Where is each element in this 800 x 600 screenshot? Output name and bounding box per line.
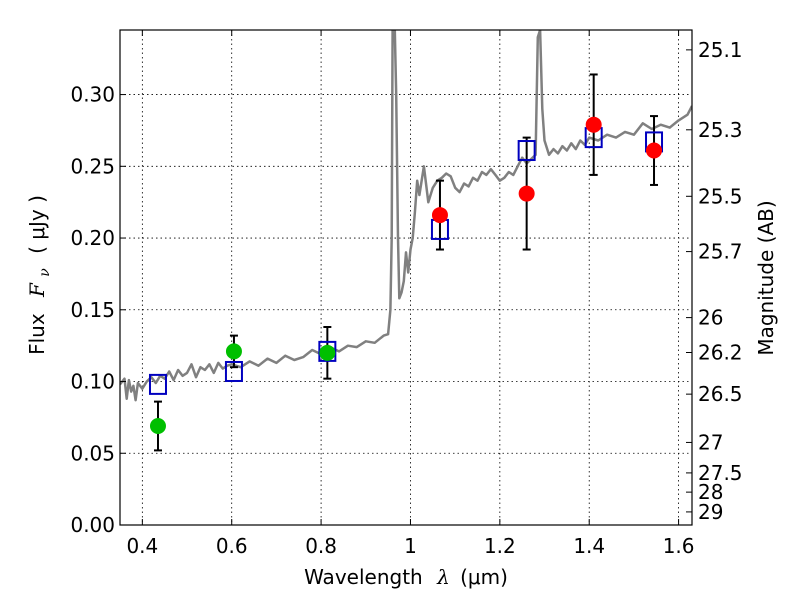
mag-tick-label-6: 26.5	[698, 382, 743, 406]
y-tick-label-2: 0.10	[70, 370, 115, 394]
x-tick-label-4: 1.2	[484, 534, 516, 558]
model-box-2	[318, 340, 337, 362]
spectrum-line	[120, 30, 692, 402]
y-tick-label-4: 0.20	[70, 226, 115, 250]
y-axis-label: Flux F ν ( μJy )	[25, 195, 54, 355]
mag-tick-label-9: 28	[698, 480, 723, 504]
x-tick-label-0: 0.4	[126, 534, 158, 558]
x-tick-label-2: 0.8	[305, 534, 337, 558]
photometry-point-1-0	[431, 207, 448, 224]
mag-tick-label-8: 27.5	[698, 461, 743, 485]
mag-tick-label-3: 25.7	[698, 240, 743, 264]
y2-axis-label: Magnitude (AB)	[754, 200, 778, 355]
model-box-0	[148, 373, 167, 395]
mag-tick-label-10: 29	[698, 500, 723, 524]
mag-tick-label-2: 25.5	[698, 184, 743, 208]
photometry-point-0-0	[149, 418, 166, 434]
spectrum-layer	[120, 30, 692, 402]
x-tick-label-1: 0.6	[216, 534, 248, 558]
y-tick-label-3: 0.15	[70, 298, 115, 322]
y-tick-label-1: 0.05	[70, 441, 115, 465]
photometry-point-1-3	[646, 142, 663, 159]
model-box-4	[517, 140, 536, 162]
model-box-1	[224, 360, 243, 382]
x-tick-label-6: 1.6	[663, 534, 695, 558]
y-tick-label-5: 0.25	[70, 154, 115, 178]
photometry-point-0-1	[225, 343, 242, 360]
photometry-point-0-2	[319, 344, 336, 361]
photometry-point-1-1	[518, 185, 535, 202]
marker-layer	[148, 116, 664, 434]
axes-layer: 0.4 0.6 0.8 1 1.2 1.4 1.6 0.00 0.05 0.10 0.15 0.20 0…	[70, 29, 743, 558]
y-tick-label-0: 0.00	[70, 513, 115, 537]
grid-lines	[120, 30, 692, 526]
mag-tick-label-5: 26.2	[698, 340, 743, 364]
x-axis-label: Wavelength λ (μm)	[304, 565, 508, 589]
plot-frame	[119, 29, 693, 526]
mag-tick-label-4: 26	[698, 306, 723, 330]
photometry-point-1-2	[585, 116, 602, 133]
x-tick-label-5: 1.4	[573, 534, 605, 558]
mag-tick-label-7: 27	[698, 430, 723, 454]
mag-tick-label-0: 25.1	[698, 38, 743, 62]
y-tick-label-6: 0.30	[70, 83, 115, 107]
x-tick-label-3: 1	[404, 534, 417, 558]
mag-tick-label-1: 25.3	[698, 118, 743, 142]
